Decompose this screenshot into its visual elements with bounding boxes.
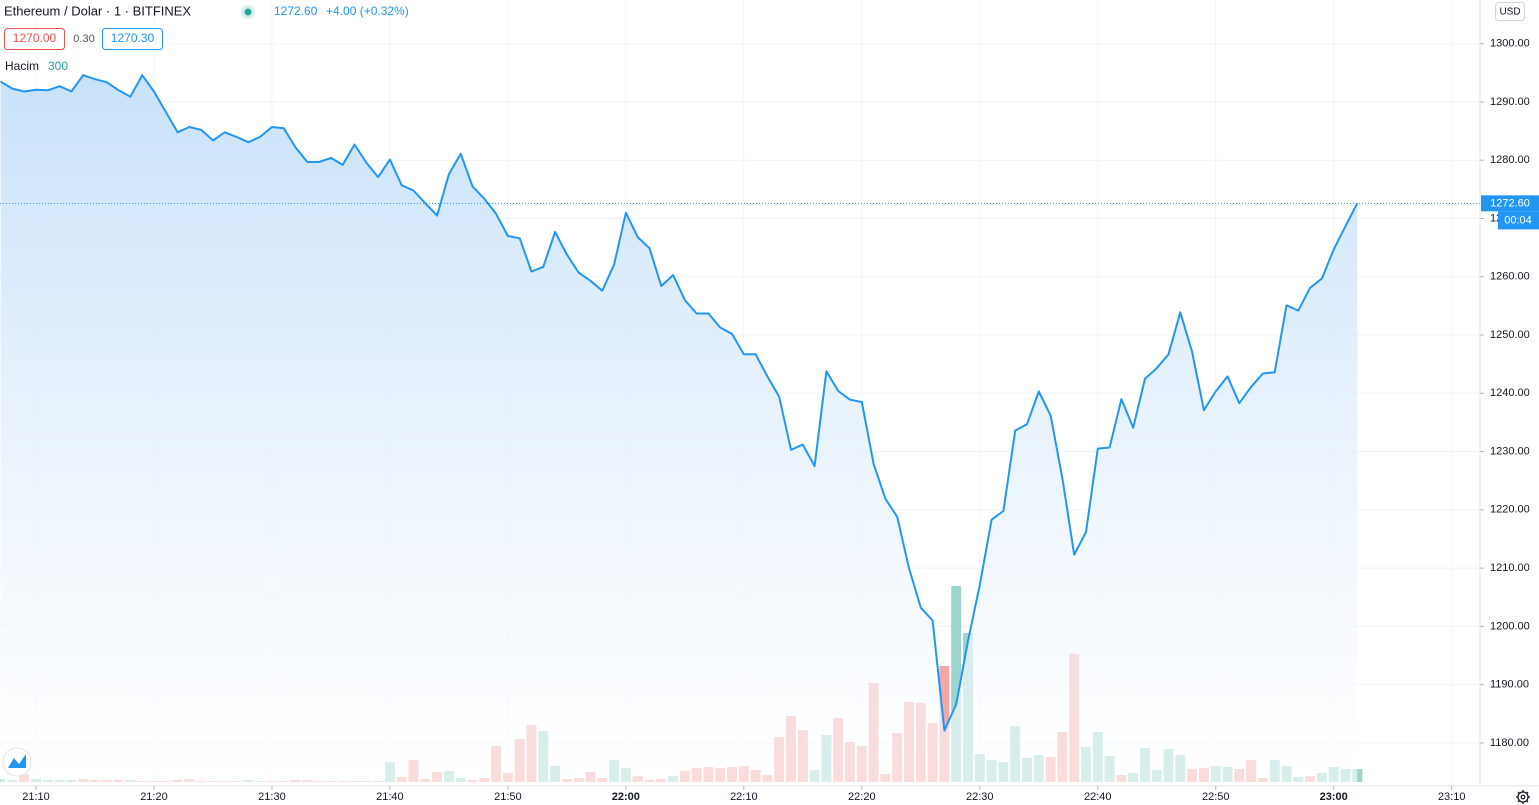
axes: 1180.00 1190.00 1200.00 1210.00 1220.00 1230.…: [22, 38, 1530, 803]
area-fill: [0, 75, 1358, 786]
y-tick-label: 1210.00: [1490, 562, 1530, 574]
countdown-box: [1498, 211, 1539, 230]
market-status-dot: [244, 8, 252, 16]
y-tick-label: 1280.00: [1490, 154, 1530, 166]
settings-icon[interactable]: [1516, 790, 1530, 804]
sell-box[interactable]: [4, 28, 65, 50]
x-tick-label: 23:00: [1320, 791, 1348, 803]
x-tick-label: 21:30: [258, 791, 286, 803]
price-line: [0, 74, 1359, 732]
x-tick-label: 21:50: [494, 791, 522, 803]
x-tick-label: 22:30: [966, 791, 994, 803]
y-tick-label: 1200.00: [1490, 620, 1530, 632]
x-tick-label: 22:40: [1084, 791, 1112, 803]
y-tick-label: 1240.00: [1490, 387, 1530, 399]
x-tick-label: 21:20: [140, 791, 168, 803]
countdown: 00:04: [1504, 214, 1532, 226]
last-price-label: 1272.60: [1490, 197, 1530, 209]
sell-price[interactable]: 1270.00: [13, 31, 57, 45]
price-labels: 1272.60 00:04: [1481, 195, 1539, 230]
buy-box[interactable]: [102, 28, 163, 50]
buy-price[interactable]: 1270.30: [111, 31, 155, 45]
x-tick-label: 21:40: [376, 791, 404, 803]
currency[interactable]: USD: [1499, 7, 1520, 18]
spread: 0.30: [73, 33, 94, 45]
last-price-label-box: [1481, 195, 1539, 212]
y-tick-label: 1290.00: [1490, 96, 1530, 108]
plot-layer: [0, 74, 1480, 786]
x-tick-label: 22:20: [848, 791, 876, 803]
y-tick-label: 1190.00: [1490, 679, 1529, 691]
price-change: +4.00 (+0.32%): [326, 4, 409, 18]
y-tick-label: 1220.00: [1490, 504, 1530, 516]
symbol-title[interactable]: Ethereum / Dolar · 1 · BITFINEX: [4, 3, 191, 18]
x-tick-label: 22:10: [730, 791, 758, 803]
currency-box[interactable]: [1495, 2, 1525, 21]
x-tick-label: 22:00: [612, 791, 640, 803]
x-tick-label: 22:50: [1202, 791, 1230, 803]
x-tick-label: 23:10: [1438, 791, 1466, 803]
logo[interactable]: [2, 747, 32, 777]
volume-length: 300: [48, 59, 68, 73]
y-tick-label: 1180.00: [1490, 737, 1529, 749]
x-tick-label: 21:10: [22, 791, 50, 803]
volume-title[interactable]: Hacim: [5, 59, 39, 73]
y-tick-label: 1260.00: [1490, 271, 1530, 283]
y-tick-label: 1230.00: [1490, 445, 1530, 457]
volume-bar: [951, 586, 962, 782]
volume-bar: [1352, 769, 1363, 782]
y-tick-label: 1250.00: [1490, 329, 1530, 341]
last-price: 1272.60: [274, 4, 318, 18]
y-tick-label: 1300.00: [1490, 38, 1530, 50]
